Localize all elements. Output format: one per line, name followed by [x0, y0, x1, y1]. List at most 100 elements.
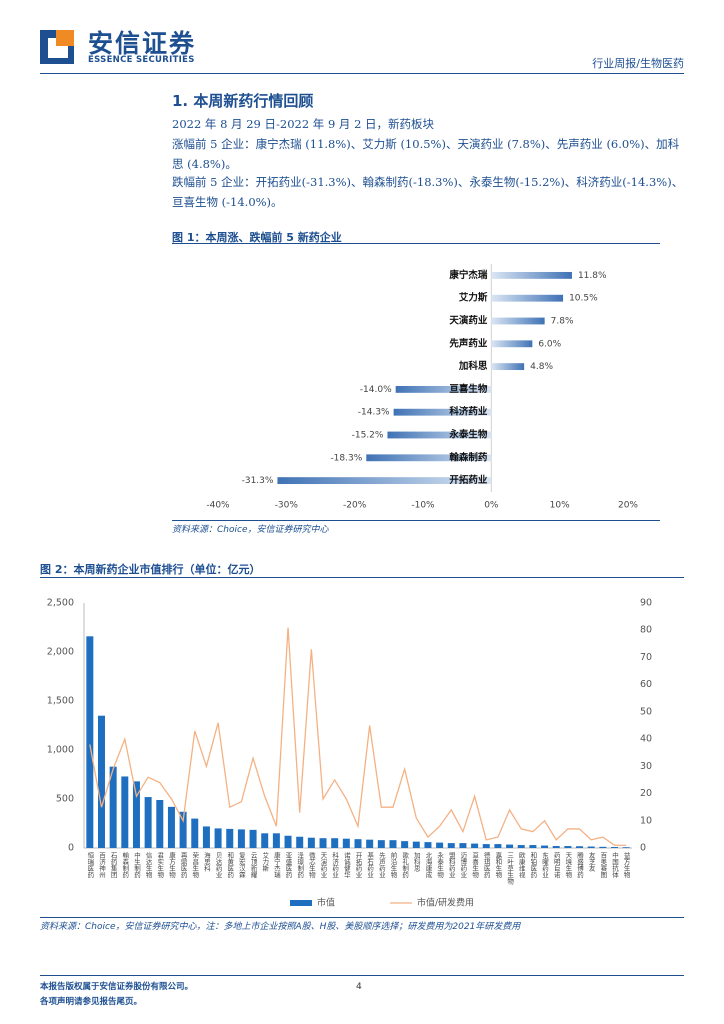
x-tick-label: 艾力斯 [261, 852, 269, 873]
x-tick-label: 欧康维视 [517, 851, 525, 880]
bar [202, 826, 210, 848]
bar [249, 829, 257, 848]
bar [393, 408, 492, 416]
value-label: 6.0% [538, 339, 561, 349]
value-label: -14.0% [360, 385, 392, 395]
x-tick-label: 0% [484, 501, 499, 511]
x-tick-label: 泽璟制药 [296, 852, 304, 880]
y2-tick-label: 30 [640, 761, 652, 772]
x-tick-label: 百济神州 [97, 852, 105, 879]
x-tick-label: 先声药业 [377, 851, 385, 879]
x-tick-label: 康宁杰瑞 [272, 851, 280, 879]
legend-label: 市值 [317, 897, 335, 909]
figure-source: 资料来源：Choice，安信证券研究中心 [172, 525, 329, 535]
y-tick-label: 1,500 [47, 696, 74, 707]
bar [387, 431, 492, 439]
x-tick-label: 微芯生物 [307, 851, 315, 880]
doc-type: 行业周报/生物医药 [592, 57, 684, 70]
y2-tick-label: 10 [640, 815, 652, 826]
x-tick-label: 亘喜生物 [471, 852, 479, 880]
legend-swatch [290, 900, 312, 906]
x-tick-label: 20% [618, 501, 638, 511]
bar [342, 838, 350, 848]
x-tick-label: 亚盛医药 [284, 852, 292, 880]
legend-label: 市值/研发费用 [417, 897, 474, 909]
bar [564, 846, 572, 848]
section-title: 1. 本周新药行情回顾 [172, 92, 314, 110]
x-tick-label: 科济药业 [331, 851, 339, 879]
category-label: 科济药业 [449, 406, 488, 418]
bar [587, 846, 595, 848]
bar [491, 294, 564, 302]
x-tick-label: 恒瑞医药 [86, 851, 94, 880]
x-tick-label: 10% [550, 501, 570, 511]
value-label: -15.2% [352, 431, 384, 441]
x-tick-label: 海思科 [202, 851, 210, 873]
y2-tick-label: 40 [640, 734, 652, 745]
bar [599, 846, 607, 848]
figure-source: 资料来源：Choice，安信证券研究中心，注：多地上市企业按照A股、H股、美股顺… [40, 922, 521, 932]
x-tick-label: 天境生物 [564, 852, 572, 880]
x-tick-label: 基石药业 [366, 851, 374, 879]
x-tick-label: 和黄医药 [226, 851, 234, 880]
x-tick-label: 翰森制药 [121, 851, 129, 880]
rule [40, 577, 684, 578]
x-tick-label: 德琪医药 [482, 851, 490, 880]
x-tick-label: 天演药业 [319, 852, 327, 879]
value-label: 10.5% [569, 294, 598, 304]
bar [86, 636, 94, 848]
bar [529, 845, 537, 848]
bar [226, 828, 234, 848]
rule [40, 975, 684, 976]
value-label: -31.3% [242, 476, 274, 486]
bar [296, 836, 304, 848]
bar [132, 781, 140, 848]
y2-tick-label: 70 [640, 652, 652, 663]
bar [395, 385, 492, 393]
x-tick-label: 荣昌生物 [191, 851, 199, 880]
bar [491, 340, 533, 348]
y2-tick-label: 20 [640, 788, 652, 799]
x-tick-label: 盟科药业 [447, 852, 455, 879]
bar [179, 811, 187, 848]
x-tick-label: 药明巨诺 [552, 851, 560, 880]
figure-title: 图 1：本周涨、跌幅前 5 新药企业 [172, 231, 342, 244]
category-label: 亘喜生物 [449, 383, 488, 395]
y-tick-label: 500 [56, 794, 74, 805]
x-tick-label: 康方生物 [167, 851, 175, 880]
bar [541, 845, 549, 848]
y-tick-label: 2,000 [47, 647, 74, 658]
x-tick-label: 加科思 [412, 851, 420, 872]
bar [261, 833, 269, 848]
bar [144, 797, 152, 848]
bar [307, 837, 315, 848]
x-tick-label: -40% [206, 501, 230, 511]
x-tick-label: 益方生物 [622, 851, 630, 880]
bar [459, 843, 467, 848]
bar [377, 840, 385, 848]
y2-tick-label: 90 [640, 598, 652, 609]
notice: 各项声明请参见报告尾页。 [40, 997, 143, 1007]
bar [121, 776, 129, 848]
bar [506, 844, 514, 848]
x-tick-label: 信达生物 [144, 851, 152, 880]
bar [366, 454, 492, 462]
x-tick-label: 再鼎医药 [179, 852, 187, 880]
brand: 安信证券 [88, 29, 197, 58]
paragraph: 跌幅前 5 企业：开拓药业(-31.3%)、翰森制药(-18.3%)、永泰生物(… [172, 175, 684, 209]
y2-tick-label: 80 [640, 625, 652, 636]
bar [622, 847, 630, 848]
copyright: 本报告版权属于安信证券股份有限公司。 [40, 982, 194, 992]
x-tick-label: 迈博药业 [459, 852, 467, 879]
y2-tick-label: 60 [640, 679, 652, 690]
x-tick-label: 贝达药业 [214, 852, 222, 879]
bar [277, 477, 492, 485]
bar [331, 838, 339, 848]
page-number: 4 [356, 982, 362, 992]
line-series [89, 627, 627, 846]
bar [471, 843, 479, 848]
category-label: 翰森制药 [449, 451, 488, 463]
bar [97, 715, 105, 848]
rule [40, 917, 684, 918]
